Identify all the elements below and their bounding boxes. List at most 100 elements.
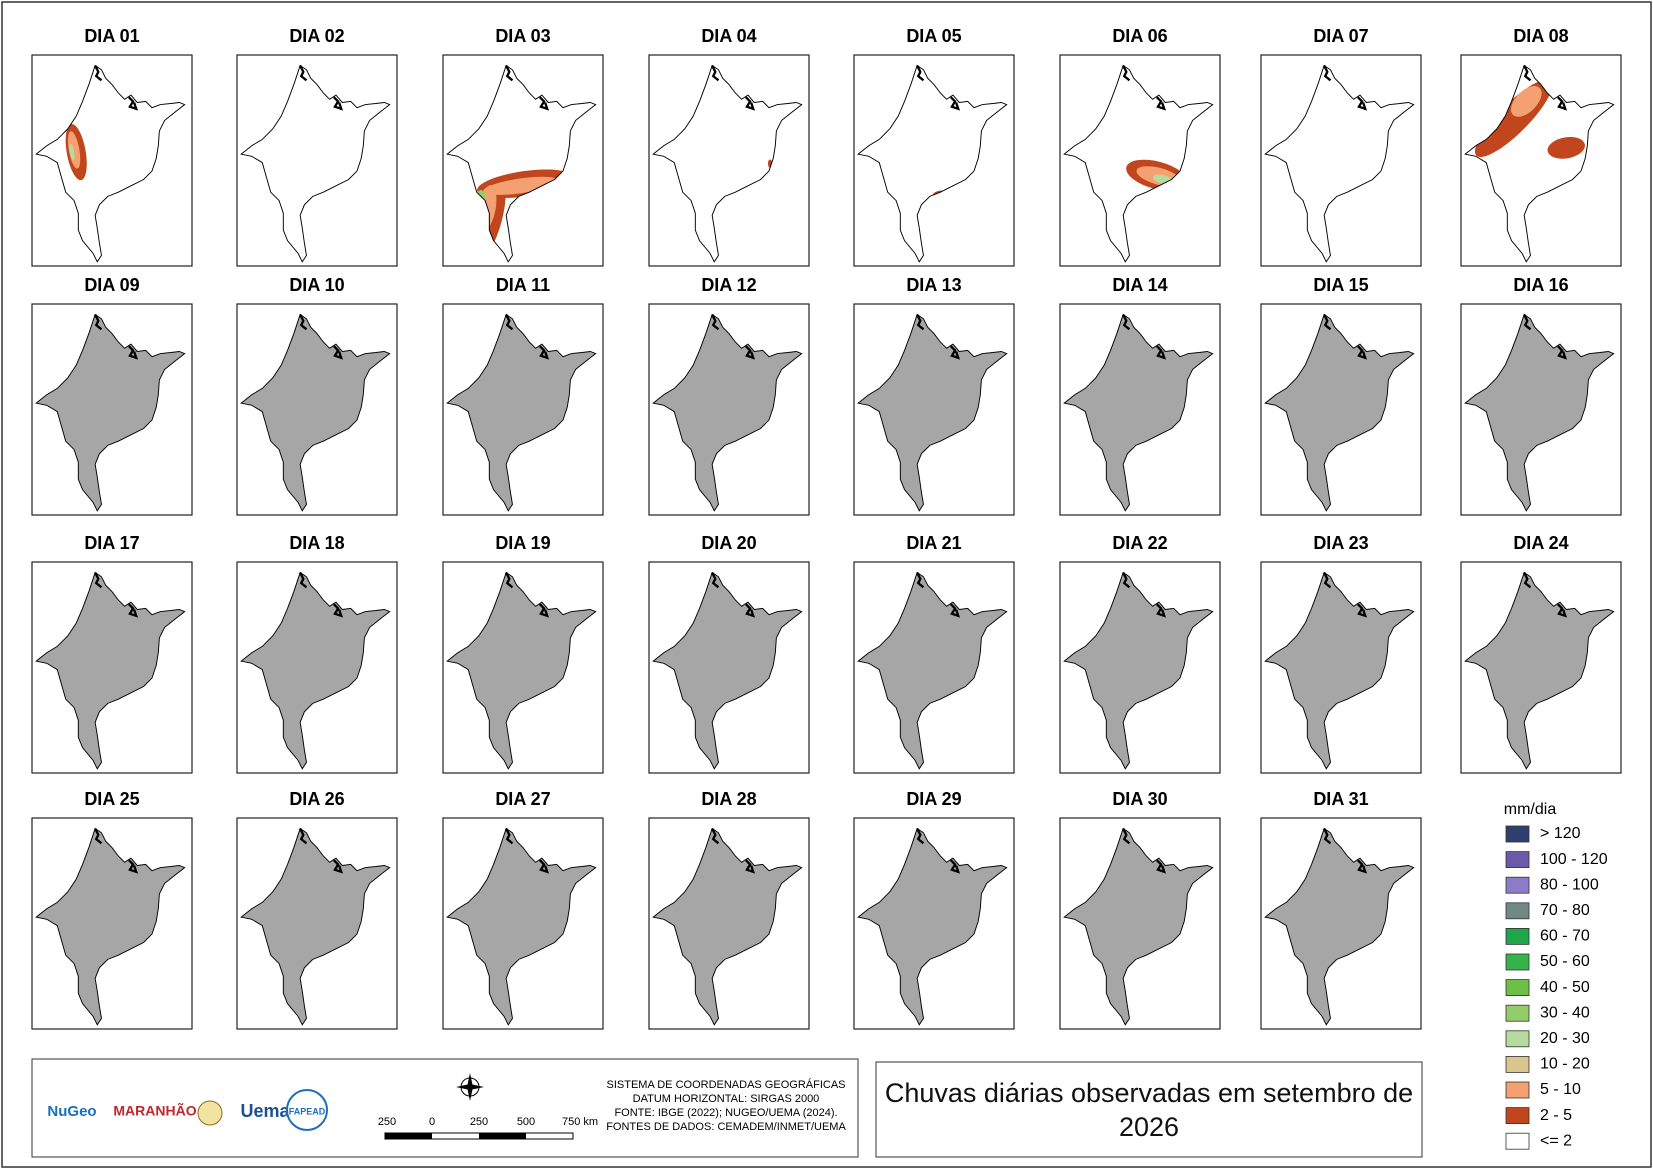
legend-swatch — [1505, 1081, 1530, 1099]
panel-label: DIA 05 — [906, 26, 961, 46]
credit-line: FONTE: IBGE (2022); NUGEO/UEMA (2024). — [614, 1107, 837, 1119]
coast-islands — [505, 65, 550, 111]
rain-area — [1547, 136, 1586, 159]
coast-islands — [94, 65, 139, 111]
coast-islands — [1523, 572, 1568, 618]
panel-label: DIA 17 — [84, 533, 139, 553]
legend-label: > 120 — [1540, 825, 1581, 842]
legend-swatch — [1505, 1056, 1530, 1073]
state-map — [35, 572, 186, 770]
panel-label: DIA 13 — [906, 275, 961, 295]
panel-label: DIA 16 — [1513, 275, 1568, 295]
panel-label: DIA 04 — [701, 26, 756, 46]
legend-title: mm/dia — [1504, 801, 1557, 818]
state-map — [446, 314, 597, 512]
legend-swatch — [1505, 953, 1530, 971]
panel-label: DIA 19 — [495, 533, 550, 553]
panel-label: DIA 09 — [84, 275, 139, 295]
state-map — [35, 314, 186, 512]
state-map — [1464, 314, 1615, 512]
legend-label: 60 - 70 — [1540, 928, 1590, 945]
state-map — [1264, 314, 1415, 512]
coast-islands — [505, 828, 550, 874]
coast-islands — [299, 572, 344, 618]
state-map — [240, 828, 391, 1026]
panel-label: DIA 24 — [1513, 533, 1568, 553]
rain-area — [1510, 86, 1542, 117]
legend-label: 50 - 60 — [1540, 953, 1590, 970]
coast-islands — [1122, 314, 1167, 360]
panel-label: DIA 22 — [1112, 533, 1167, 553]
coast-islands — [1122, 828, 1167, 874]
legend-swatch — [1505, 979, 1530, 996]
legend-swatch — [1505, 928, 1530, 945]
state-map — [35, 65, 186, 263]
state-map — [1264, 572, 1415, 770]
panel-label: DIA 25 — [84, 789, 139, 809]
rain-area — [69, 143, 75, 161]
coast-islands — [1323, 65, 1368, 111]
coast-islands — [711, 828, 756, 874]
panel-label: DIA 20 — [701, 533, 756, 553]
coast-islands — [94, 314, 139, 360]
coast-islands — [1323, 314, 1368, 360]
panel-label: DIA 08 — [1513, 26, 1568, 46]
state-map — [446, 572, 597, 770]
coast-islands — [94, 572, 139, 618]
rain-area — [67, 131, 81, 169]
state-map — [857, 314, 1008, 512]
panel-label: DIA 23 — [1313, 533, 1368, 553]
map-title: Chuvas diárias observadas em setembro de… — [884, 1077, 1414, 1142]
coast-islands — [916, 65, 961, 111]
logo-text: NuGeo — [47, 1103, 96, 1120]
legend-label: 20 - 30 — [1540, 1030, 1590, 1047]
state-map — [1063, 572, 1214, 770]
legend-label: 2 - 5 — [1540, 1107, 1572, 1124]
panel-label: DIA 10 — [289, 275, 344, 295]
coast-islands — [1523, 65, 1568, 111]
credit-line: DATUM HORIZONTAL: SIRGAS 2000 — [633, 1093, 820, 1105]
legend-swatch — [1505, 876, 1530, 894]
panel-label: DIA 02 — [289, 26, 344, 46]
logo-text: Uema — [240, 1101, 290, 1121]
legend-label: 100 - 120 — [1540, 851, 1608, 868]
legend-swatch — [1505, 1132, 1530, 1150]
scale-label: 750 km — [562, 1116, 598, 1128]
panel-label: DIA 15 — [1313, 275, 1368, 295]
coast-islands — [1323, 828, 1368, 874]
legend-swatch — [1505, 1030, 1530, 1048]
coast-islands — [916, 314, 961, 360]
state-map — [857, 572, 1008, 770]
coast-islands — [1122, 572, 1167, 618]
rain-areas — [1474, 79, 1586, 159]
coast-islands — [299, 314, 344, 360]
panel-label: DIA 06 — [1112, 26, 1167, 46]
legend-label: 30 - 40 — [1540, 1004, 1590, 1021]
legend-label: <= 2 — [1540, 1132, 1572, 1149]
state-map — [652, 572, 803, 770]
legend-label: 5 - 10 — [1540, 1081, 1581, 1098]
panel-label: DIA 26 — [289, 789, 344, 809]
legend-label: 80 - 100 — [1540, 876, 1599, 893]
coast-islands — [94, 828, 139, 874]
rain-area — [483, 176, 559, 195]
credit-line: SISTEMA DE COORDENADAS GEOGRÁFICAS — [607, 1078, 846, 1091]
logo-badge — [286, 1089, 328, 1131]
state-map — [240, 572, 391, 770]
state-map — [1063, 828, 1214, 1026]
logo-text: FAPEAD — [289, 1106, 326, 1116]
coast-islands — [299, 828, 344, 874]
panel-label: DIA 01 — [84, 26, 139, 46]
scale-label: 250 — [378, 1116, 396, 1128]
legend-label: 40 - 50 — [1540, 979, 1590, 996]
state-map — [1464, 572, 1615, 770]
coast-islands — [299, 65, 344, 111]
panel-label: DIA 28 — [701, 789, 756, 809]
panel-label: DIA 27 — [495, 789, 550, 809]
scale-label: 250 — [470, 1116, 488, 1128]
state-map — [446, 828, 597, 1026]
north-arrow — [456, 1073, 484, 1101]
rain-areas — [65, 123, 87, 181]
